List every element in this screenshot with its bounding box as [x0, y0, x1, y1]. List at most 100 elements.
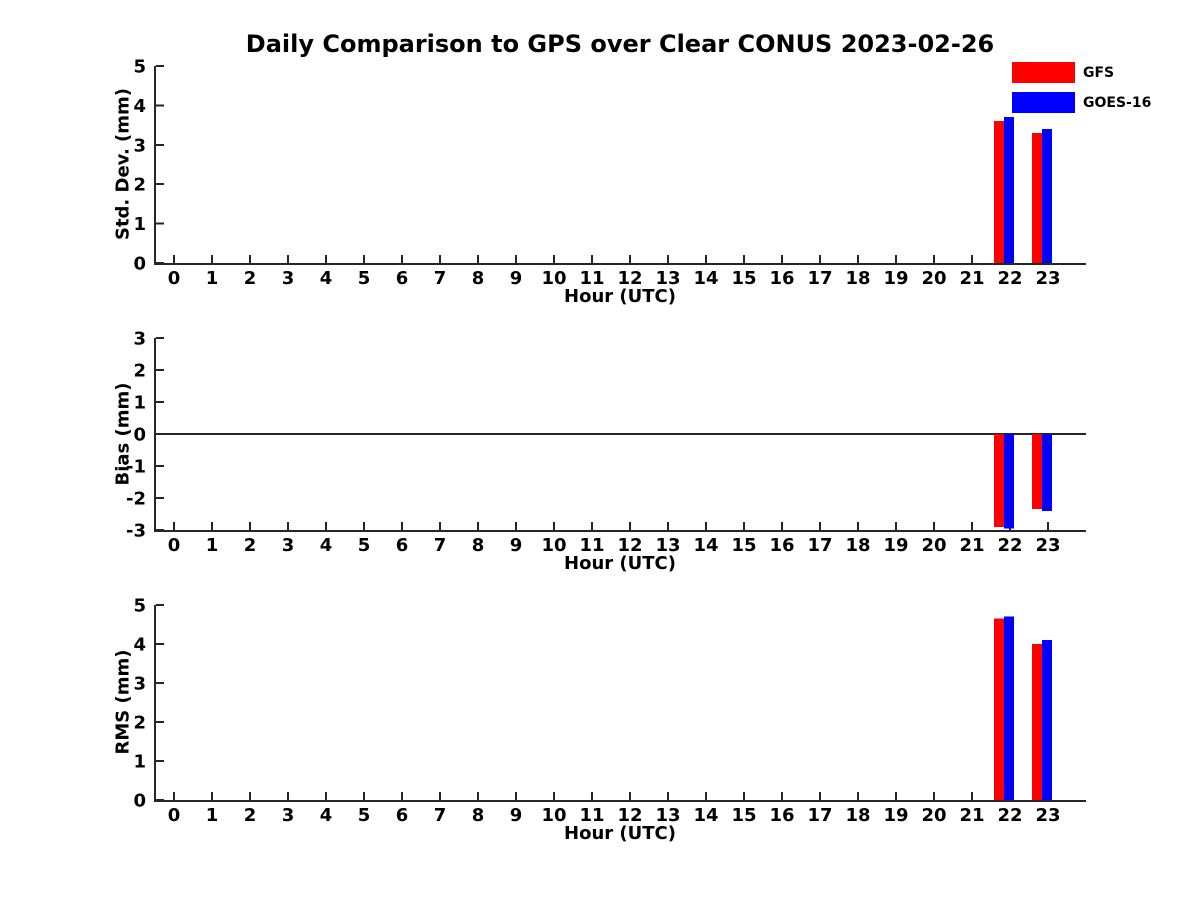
- x-tick-label: 9: [510, 805, 523, 826]
- bar-gfs-hour-22: [994, 121, 1004, 263]
- x-tick-label: 22: [997, 268, 1022, 289]
- xlabel-hour-utc-rms: Hour (UTC): [564, 823, 676, 844]
- bar-gfs-hour-23: [1032, 644, 1042, 800]
- x-tick-label: 11: [579, 268, 604, 289]
- x-tick-label: 11: [579, 535, 604, 556]
- x-tick-label: 0: [168, 535, 181, 556]
- x-tick-label: 14: [693, 268, 718, 289]
- x-tick-label: 8: [472, 268, 485, 289]
- x-tick-label: 0: [168, 805, 181, 826]
- y-tick-label: 4: [133, 635, 146, 656]
- x-tick-label: 2: [244, 805, 257, 826]
- x-tick-label: 3: [282, 535, 295, 556]
- x-tick-label: 18: [845, 268, 870, 289]
- x-tick-label: 9: [510, 268, 523, 289]
- ylabel-std-dev: Std. Dev. (mm): [112, 87, 134, 241]
- x-tick-label: 5: [358, 805, 371, 826]
- x-tick-label: 16: [769, 535, 794, 556]
- x-tick-label: 19: [883, 268, 908, 289]
- x-tick-label: 4: [320, 805, 333, 826]
- x-tick-label: 2: [244, 535, 257, 556]
- bar-gfs-hour-23: [1032, 132, 1042, 263]
- x-tick-label: 22: [997, 805, 1022, 826]
- x-tick-label: 10: [541, 535, 566, 556]
- x-tick-label: 21: [959, 535, 984, 556]
- legend-swatch-gfs: [1012, 62, 1075, 83]
- x-tick-label: 8: [472, 535, 485, 556]
- legend: GFS GOES-16: [1012, 62, 1151, 113]
- x-tick-label: 21: [959, 805, 984, 826]
- x-tick-label: 18: [845, 805, 870, 826]
- x-tick-label: 20: [921, 535, 946, 556]
- y-tick-label: 1: [133, 752, 146, 773]
- y-tick-label: 2: [133, 713, 146, 734]
- x-tick-label: 1: [206, 805, 219, 826]
- x-tick-label: 15: [731, 268, 756, 289]
- y-tick-label: 5: [133, 596, 146, 617]
- ylabel-bias: Bias (mm): [112, 382, 134, 486]
- bar-gfs-hour-23: [1032, 434, 1042, 510]
- y-tick-label: -3: [126, 521, 146, 542]
- x-tick-label: 5: [358, 268, 371, 289]
- ylabel-rms: RMS (mm): [112, 649, 134, 755]
- x-tick-label: 22: [997, 535, 1022, 556]
- y-tick-label: 5: [133, 57, 146, 78]
- y-tick-label: 2: [133, 175, 146, 196]
- y-tick-label: 2: [133, 361, 146, 382]
- y-tick-label: 0: [133, 425, 146, 446]
- x-tick-label: 20: [921, 805, 946, 826]
- x-tick-label: 6: [396, 535, 409, 556]
- chart-title: Daily Comparison to GPS over Clear CONUS…: [245, 30, 995, 58]
- x-tick-label: 6: [396, 268, 409, 289]
- x-tick-label: 20: [921, 268, 946, 289]
- x-tick-label: 10: [541, 268, 566, 289]
- x-tick-label: 23: [1035, 535, 1060, 556]
- x-tick-label: 4: [320, 268, 333, 289]
- y-tick-label: 3: [133, 674, 146, 695]
- x-tick-label: 23: [1035, 805, 1060, 826]
- bar-goes-16-hour-22: [1003, 616, 1014, 800]
- x-tick-label: 1: [206, 535, 219, 556]
- x-tick-label: 23: [1035, 268, 1060, 289]
- x-tick-label: 13: [655, 268, 680, 289]
- xlabel-hour-utc-bias: Hour (UTC): [564, 553, 676, 574]
- bar-gfs-hour-22: [994, 434, 1004, 527]
- y-tick-label: 3: [133, 135, 146, 156]
- x-tick-label: 17: [807, 805, 832, 826]
- x-tick-label: 8: [472, 805, 485, 826]
- bar-goes-16-hour-23: [1041, 129, 1052, 263]
- x-tick-label: 15: [731, 535, 756, 556]
- x-tick-label: 5: [358, 535, 371, 556]
- x-tick-label: 12: [617, 268, 642, 289]
- x-tick-label: 19: [883, 805, 908, 826]
- x-tick-label: 15: [731, 805, 756, 826]
- x-tick-label: 10: [541, 805, 566, 826]
- y-tick-label: 3: [133, 329, 146, 350]
- x-tick-label: 11: [579, 805, 604, 826]
- x-tick-label: 7: [434, 535, 447, 556]
- x-tick-label: 13: [655, 535, 680, 556]
- x-tick-label: 0: [168, 268, 181, 289]
- x-tick-label: 4: [320, 535, 333, 556]
- xlabel-hour-utc-stddev: Hour (UTC): [564, 286, 676, 307]
- legend-item-goes16: GOES-16: [1012, 92, 1151, 113]
- legend-label-goes16: GOES-16: [1083, 94, 1152, 111]
- x-tick-label: 3: [282, 805, 295, 826]
- x-tick-label: 1: [206, 268, 219, 289]
- x-tick-label: 16: [769, 805, 794, 826]
- bar-goes-16-hour-23: [1041, 434, 1052, 511]
- x-tick-label: 2: [244, 268, 257, 289]
- y-tick-label: 0: [133, 254, 146, 275]
- x-tick-label: 12: [617, 805, 642, 826]
- x-tick-label: 21: [959, 268, 984, 289]
- x-tick-label: 18: [845, 535, 870, 556]
- y-tick-label: -1: [126, 457, 146, 478]
- y-tick-label: -2: [126, 489, 146, 510]
- x-tick-label: 17: [807, 268, 832, 289]
- x-tick-label: 17: [807, 535, 832, 556]
- x-tick-label: 14: [693, 805, 718, 826]
- y-tick-label: 1: [133, 393, 146, 414]
